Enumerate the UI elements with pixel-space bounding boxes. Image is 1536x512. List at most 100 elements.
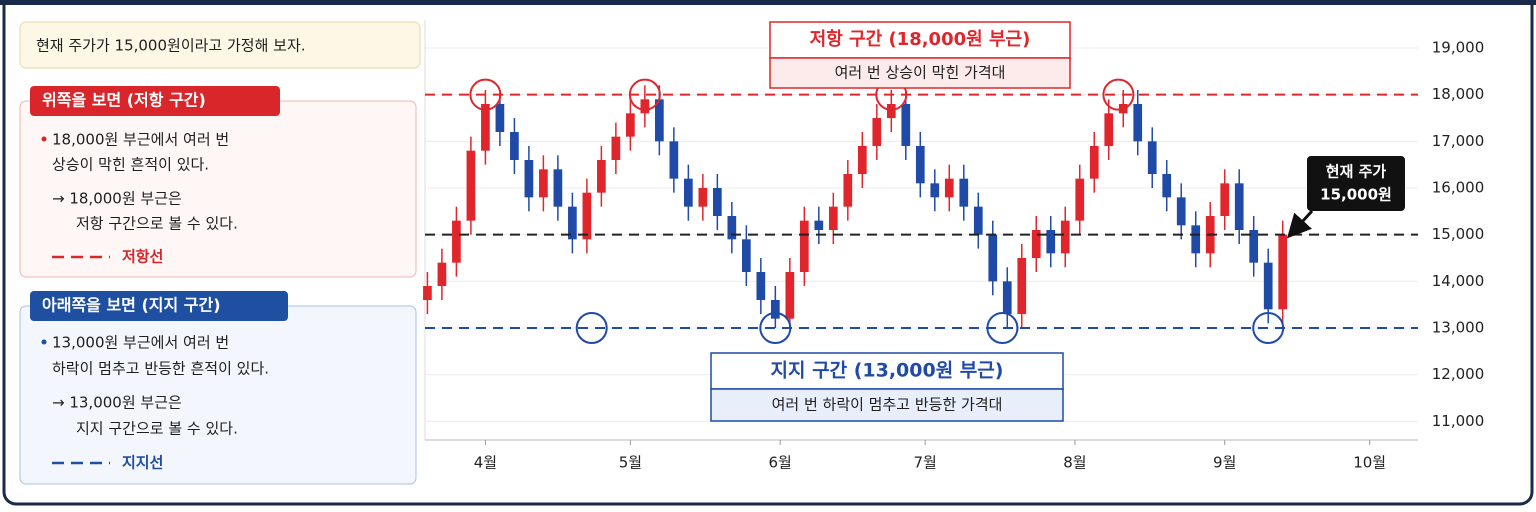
candle-body xyxy=(915,146,925,184)
y-tick-label: 11,000 xyxy=(1432,412,1485,430)
intro-box xyxy=(19,21,421,69)
candle-body xyxy=(1002,281,1012,314)
x-tick-label: 8월 xyxy=(1063,454,1086,472)
candle-body xyxy=(597,160,606,193)
candle-body xyxy=(944,178,954,198)
top-bar xyxy=(0,0,1536,5)
candle-body xyxy=(1017,258,1027,314)
candle-body xyxy=(857,146,867,174)
support-subtitle: 여러 번 하락이 멈추고 반등한 가격대 xyxy=(772,396,1003,414)
candle-body xyxy=(1133,104,1143,142)
candle-body xyxy=(1089,146,1099,179)
candle-body xyxy=(524,160,534,198)
candle-body xyxy=(1147,141,1157,174)
candle-body xyxy=(1075,178,1085,221)
candle-body xyxy=(930,183,940,198)
support-tag-text: 아래쪽을 보면 (지지 구간) xyxy=(42,296,221,315)
y-tick-label: 17,000 xyxy=(1432,132,1485,150)
resistance-tag xyxy=(30,86,280,116)
candle-body xyxy=(481,104,490,151)
candle-body xyxy=(611,136,621,160)
candle-body xyxy=(959,178,969,207)
candle-body xyxy=(843,174,853,207)
candle-body xyxy=(872,118,882,146)
current-box xyxy=(1307,156,1405,211)
note-line: → 18,000원 부근은 xyxy=(52,190,182,208)
touch-circle xyxy=(986,312,1019,344)
candle-body xyxy=(727,216,737,240)
x-tick-label: 9월 xyxy=(1213,454,1236,472)
y-tick-label: 16,000 xyxy=(1432,179,1485,197)
y-tick-label: 18,000 xyxy=(1432,85,1485,103)
resistance-sub-box xyxy=(769,57,1071,89)
resistance-title: 저항 구간 (18,000원 부근) xyxy=(810,29,1031,50)
touch-circle xyxy=(1252,312,1285,344)
note-line: 상승이 막힌 흔적이 있다. xyxy=(52,156,209,174)
candle-body xyxy=(785,272,795,319)
candle-body xyxy=(510,132,519,160)
candle-body xyxy=(1249,230,1259,263)
candle-body xyxy=(626,113,635,137)
candle-body xyxy=(1234,183,1244,230)
x-tick-label: 10월 xyxy=(1353,454,1386,472)
touch-circle xyxy=(469,78,502,111)
x-tick-label: 4월 xyxy=(474,454,497,472)
support-callout xyxy=(710,352,1064,390)
x-tick-label: 7월 xyxy=(913,454,936,472)
candle-body xyxy=(1191,225,1201,254)
candle-body xyxy=(1176,197,1186,226)
candle-body xyxy=(1263,262,1273,310)
note-line: 18,000원 부근에서 여러 번 xyxy=(52,131,229,149)
note-line: 저항 구간으로 볼 수 있다. xyxy=(76,215,238,233)
x-tick-label: 6월 xyxy=(768,454,791,472)
candle-body xyxy=(452,220,461,263)
candle-body xyxy=(741,239,751,272)
candle-body xyxy=(423,286,432,300)
touch-circle xyxy=(575,312,608,344)
candle-body xyxy=(886,104,896,118)
candle-body xyxy=(799,220,809,272)
y-tick-label: 12,000 xyxy=(1432,365,1485,383)
legend-text: 저항선 xyxy=(122,248,163,266)
resistance-callout xyxy=(769,21,1071,59)
y-tick-label: 14,000 xyxy=(1432,272,1485,290)
resistance-tag-text: 위쪽을 보면 (저항 구간) xyxy=(42,91,206,110)
candle-body xyxy=(698,188,708,207)
candle-body xyxy=(901,104,911,146)
bullet xyxy=(41,339,47,345)
candle-body xyxy=(988,234,998,282)
touch-circle xyxy=(759,312,792,344)
candle-body xyxy=(539,169,548,198)
candle-body xyxy=(973,206,983,235)
candle-body xyxy=(495,104,505,132)
x-tick-label: 5월 xyxy=(619,454,642,472)
candle-body xyxy=(1278,234,1288,310)
candle-body xyxy=(770,300,780,319)
candle-body xyxy=(1060,220,1070,254)
touch-circle xyxy=(1102,78,1135,111)
candle-body xyxy=(814,220,824,230)
current-label: 15,000원 xyxy=(1320,186,1392,204)
candle-body xyxy=(437,262,447,286)
bullet xyxy=(41,136,47,142)
candle-body xyxy=(684,178,693,207)
y-tick-label: 15,000 xyxy=(1432,225,1485,243)
candle-body xyxy=(466,150,476,221)
candle-body xyxy=(1162,174,1172,198)
candle-body xyxy=(582,192,592,240)
candle-body xyxy=(1046,230,1056,254)
intro-text: 현재 주가가 15,000원이라고 가정해 보자. xyxy=(36,37,306,55)
candle-body xyxy=(669,141,679,179)
candle-body xyxy=(1220,183,1230,216)
support-sub-box xyxy=(710,388,1064,422)
candle-body xyxy=(568,206,577,240)
candle-body xyxy=(1031,230,1041,258)
support-title: 지지 구간 (13,000원 부근) xyxy=(771,360,1004,382)
note-line: → 13,000원 부근은 xyxy=(52,394,182,412)
y-tick-label: 13,000 xyxy=(1432,319,1485,337)
current-label: 현재 주가 xyxy=(1326,163,1387,181)
chart: 11,000 12,000 13,000 14,000 15,000 16,000 17,0… xyxy=(423,20,1484,472)
note-line: 지지 구간으로 볼 수 있다. xyxy=(76,420,238,438)
